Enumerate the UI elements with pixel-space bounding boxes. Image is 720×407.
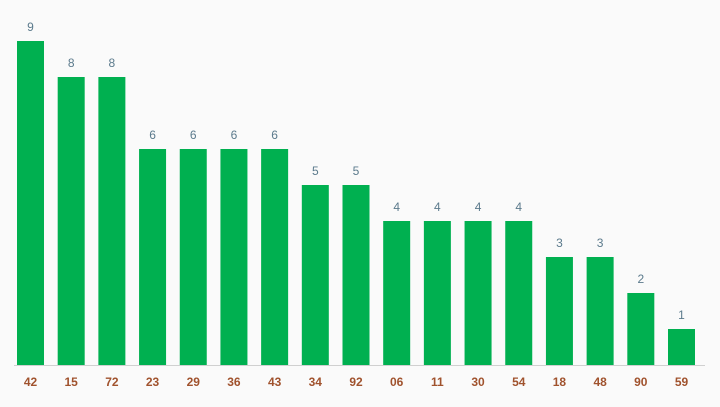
bar [383,221,411,365]
bar [627,293,655,365]
value-label: 6 [149,128,156,142]
value-label: 8 [109,56,116,70]
value-label: 4 [475,200,482,214]
value-label: 9 [27,20,34,34]
bar [505,221,533,365]
bar [98,77,126,365]
bar [301,185,329,365]
value-label: 1 [678,308,685,322]
x-tick-label: 11 [431,375,444,389]
bar [57,77,85,365]
value-label: 6 [231,128,238,142]
value-label: 8 [68,56,75,70]
bar [586,257,614,365]
x-tick-label: 72 [105,375,119,389]
x-tick-label: 29 [187,375,201,389]
x-tick-label: 54 [512,375,526,389]
value-label: 6 [271,128,278,142]
x-tick-label: 42 [24,375,38,389]
value-label: 4 [434,200,441,214]
value-label: 3 [556,236,563,250]
bar [179,149,207,365]
x-tick-label: 90 [634,375,648,389]
x-tick-label: 36 [227,375,241,389]
x-tick-label: 23 [146,375,160,389]
value-label: 2 [637,272,644,286]
x-tick-label: 18 [553,375,567,389]
x-tick-label: 59 [675,375,689,389]
value-label: 4 [393,200,400,214]
bar [17,41,44,365]
value-label: 5 [312,164,319,178]
x-tick-label: 48 [593,375,607,389]
bar [220,149,248,365]
x-tick-label: 34 [309,375,323,389]
value-label: 5 [353,164,360,178]
bar [668,329,695,365]
x-tick-label: 30 [471,375,485,389]
x-tick-label: 43 [268,375,282,389]
bar [342,185,370,365]
bar [464,221,492,365]
x-tick-label: 92 [349,375,363,389]
value-label: 4 [515,200,522,214]
x-tick-label: 15 [65,375,79,389]
bar [139,149,167,365]
bar [261,149,289,365]
value-label: 3 [597,236,604,250]
x-tick-label: 06 [390,375,404,389]
bar [423,221,451,365]
bar [545,257,573,365]
value-label: 6 [190,128,197,142]
